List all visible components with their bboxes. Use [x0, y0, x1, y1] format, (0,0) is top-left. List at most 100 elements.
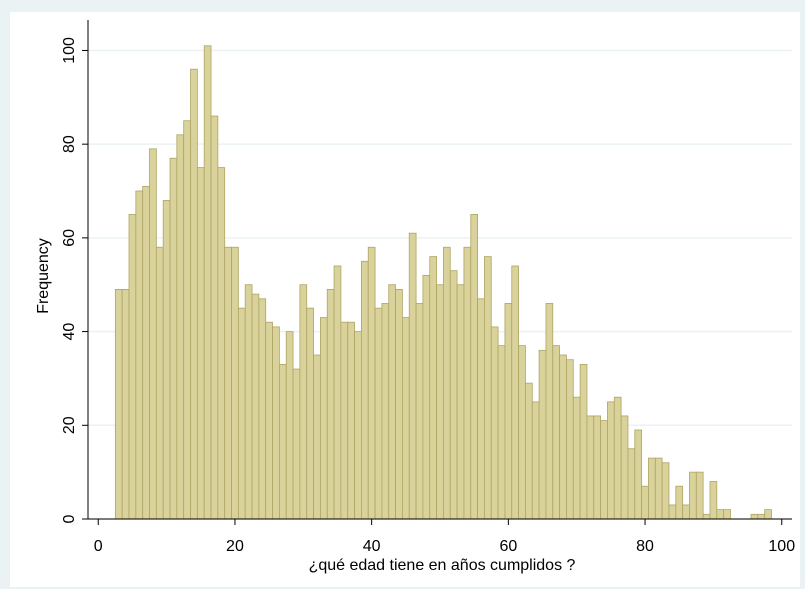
bar	[244, 284, 253, 520]
bar	[278, 363, 287, 520]
bar	[764, 509, 772, 520]
bar	[518, 345, 526, 520]
bar	[709, 481, 718, 520]
x-tick-label: 40	[363, 538, 381, 555]
bar	[422, 274, 431, 520]
bar	[600, 420, 608, 520]
bar	[128, 214, 137, 520]
bar	[258, 298, 267, 520]
bar	[682, 504, 690, 520]
bar	[114, 289, 123, 520]
bar	[190, 68, 198, 520]
bar	[545, 303, 554, 520]
bar	[231, 246, 239, 520]
bar	[695, 471, 704, 520]
bar	[497, 345, 506, 520]
bar	[443, 246, 451, 520]
bar	[360, 260, 369, 520]
bar	[634, 429, 643, 520]
bar	[675, 485, 684, 520]
bar	[367, 246, 376, 520]
bar	[449, 270, 458, 520]
bar	[347, 321, 355, 520]
bar	[169, 157, 178, 520]
x-axis-label: ¿qué edad tiene en años cumplidos ?	[309, 557, 576, 574]
bar	[593, 415, 602, 520]
x-tick-label: 100	[768, 538, 795, 555]
bar	[490, 326, 499, 520]
bar	[210, 115, 219, 520]
bar	[572, 396, 581, 520]
bar	[648, 457, 656, 520]
bar	[429, 256, 437, 520]
bar	[306, 307, 314, 520]
bar	[237, 307, 246, 520]
bar	[408, 232, 417, 520]
bar	[463, 246, 472, 520]
y-tick-label: 60	[61, 229, 78, 247]
bar	[607, 401, 615, 520]
bar	[292, 368, 301, 520]
bar	[374, 307, 383, 520]
y-tick-label: 80	[61, 135, 78, 153]
y-tick-label: 100	[61, 37, 78, 64]
bar	[525, 382, 533, 520]
bar	[299, 284, 308, 520]
bar	[395, 289, 403, 520]
bar	[183, 120, 191, 520]
bar	[702, 513, 711, 520]
x-tick-label: 20	[226, 538, 244, 555]
bar	[155, 246, 164, 520]
bar	[477, 298, 485, 520]
bar	[484, 256, 492, 520]
bar	[613, 396, 622, 520]
bar	[470, 214, 478, 520]
bar	[326, 289, 335, 520]
bar	[333, 265, 342, 520]
bar	[641, 485, 649, 520]
bar	[750, 513, 759, 520]
bar	[354, 331, 362, 520]
bar	[162, 199, 171, 520]
bar	[251, 293, 260, 520]
bar	[340, 321, 349, 520]
bar	[716, 509, 725, 520]
bar	[121, 289, 130, 520]
bar	[388, 284, 396, 520]
x-tick-label: 80	[636, 538, 654, 555]
bar	[319, 317, 328, 520]
bar	[538, 349, 547, 520]
bar	[586, 415, 595, 520]
bar	[142, 185, 150, 520]
bar	[224, 246, 232, 520]
x-tick-label: 60	[499, 538, 517, 555]
y-axis-label: Frequency	[35, 238, 52, 314]
bar	[661, 462, 670, 520]
bar	[285, 331, 294, 520]
x-tick-label: 0	[94, 538, 103, 555]
bar	[272, 326, 280, 520]
bar	[620, 415, 629, 520]
bar	[135, 190, 144, 520]
bar	[203, 45, 212, 520]
bar	[552, 345, 561, 520]
bar	[689, 471, 697, 520]
bar	[723, 509, 731, 520]
bar	[313, 354, 321, 520]
bar	[531, 401, 540, 520]
bar	[757, 513, 766, 520]
bar	[668, 504, 677, 520]
bar	[436, 284, 444, 520]
bar	[511, 265, 520, 520]
bar	[504, 303, 513, 520]
bar	[559, 354, 567, 520]
bar	[654, 457, 663, 520]
y-tick-label: 0	[61, 514, 78, 523]
bar	[176, 134, 185, 520]
y-tick-label: 20	[61, 416, 78, 434]
bar	[217, 167, 226, 520]
bar	[456, 284, 465, 520]
bar	[566, 359, 574, 520]
